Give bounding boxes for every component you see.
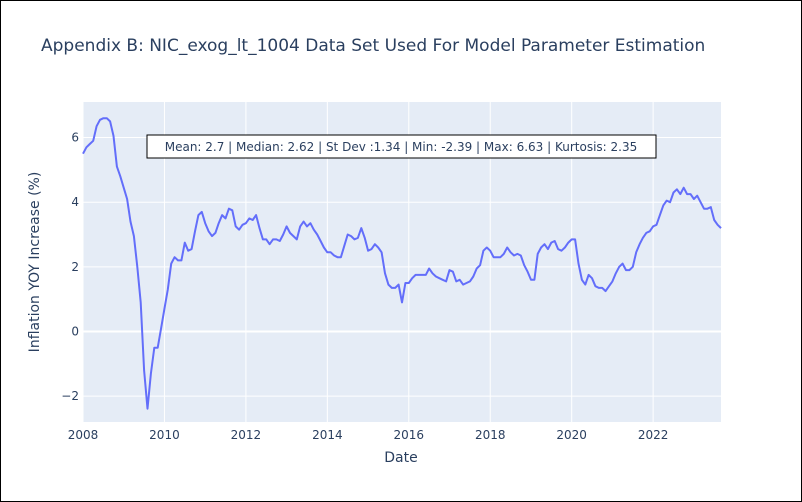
x-tick-label: 2016 bbox=[394, 428, 425, 442]
inflation-line bbox=[82, 117, 722, 410]
chart-title: Appendix B: NIC_exog_lt_1004 Data Set Us… bbox=[41, 36, 705, 56]
x-axis-ticks: 2008 2010 2012 2014 2016 2018 2020 2022 bbox=[68, 428, 669, 442]
y-tick-label: 4 bbox=[71, 195, 79, 209]
stats-annotation: Mean: 2.7 | Median: 2.62 | St Dev :1.34 … bbox=[146, 134, 657, 159]
y-tick-label: −2 bbox=[61, 389, 79, 403]
stats-box bbox=[146, 134, 657, 159]
y-axis-ticks: −2 0 2 4 6 bbox=[61, 131, 79, 404]
stats-text: Mean: 2.7 | Median: 2.62 | St Dev :1.34 … bbox=[165, 140, 638, 154]
x-axis-title: Date bbox=[384, 450, 417, 466]
x-tick-label: 2012 bbox=[231, 428, 262, 442]
y-tick-label: 6 bbox=[71, 131, 79, 145]
x-tick-label: 2018 bbox=[475, 428, 506, 442]
x-tick-label: 2010 bbox=[149, 428, 180, 442]
y-axis-title: Inflation YOY Increase (%) bbox=[27, 172, 43, 353]
y-tick-label: 2 bbox=[71, 260, 79, 274]
x-tick-label: 2022 bbox=[638, 428, 669, 442]
x-tick-label: 2014 bbox=[312, 428, 343, 442]
x-tick-label: 2020 bbox=[556, 428, 587, 442]
y-tick-label: 0 bbox=[71, 324, 79, 338]
x-tick-label: 2008 bbox=[68, 428, 99, 442]
